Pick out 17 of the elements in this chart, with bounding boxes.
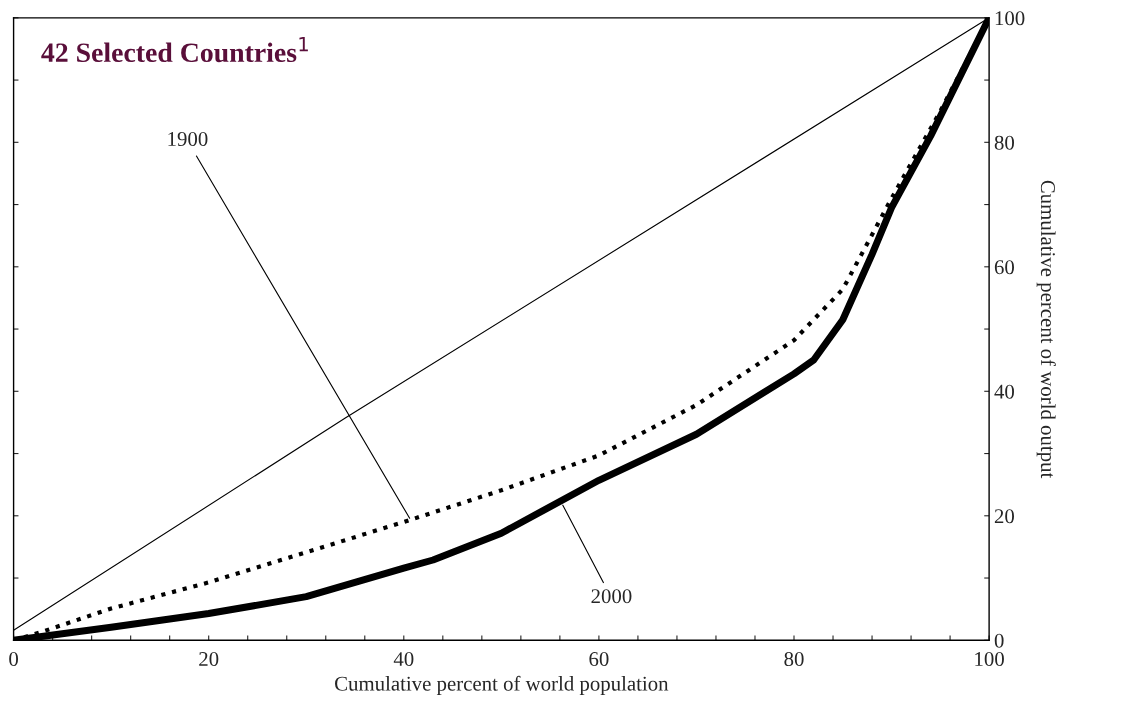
- x-tick-label: 100: [975, 651, 1004, 667]
- y-tick-label: 40: [994, 384, 1015, 399]
- x-tick-label: 40: [393, 651, 414, 667]
- x-tick-label: 0: [9, 651, 19, 667]
- y-tick-label: 60: [994, 260, 1015, 275]
- y-tick-label: 100: [995, 11, 1025, 26]
- y-tick-label: 80: [994, 135, 1015, 150]
- annotation: 1900: [168, 131, 208, 146]
- x-axis-title: Cumulative percent of world population: [335, 675, 669, 695]
- x-tick-label: 20: [199, 651, 219, 667]
- y-axis-title: Cumulative percent of world output: [1036, 180, 1056, 479]
- x-tick-label: 80: [784, 651, 804, 667]
- y-tick-label: 0: [994, 633, 1004, 648]
- y-tick-label: 20: [994, 509, 1015, 524]
- annotation: 2000: [591, 589, 632, 604]
- x-tick-label: 60: [589, 651, 609, 667]
- text: 42 Selected Countries$^{1}$: [41, 37, 308, 63]
